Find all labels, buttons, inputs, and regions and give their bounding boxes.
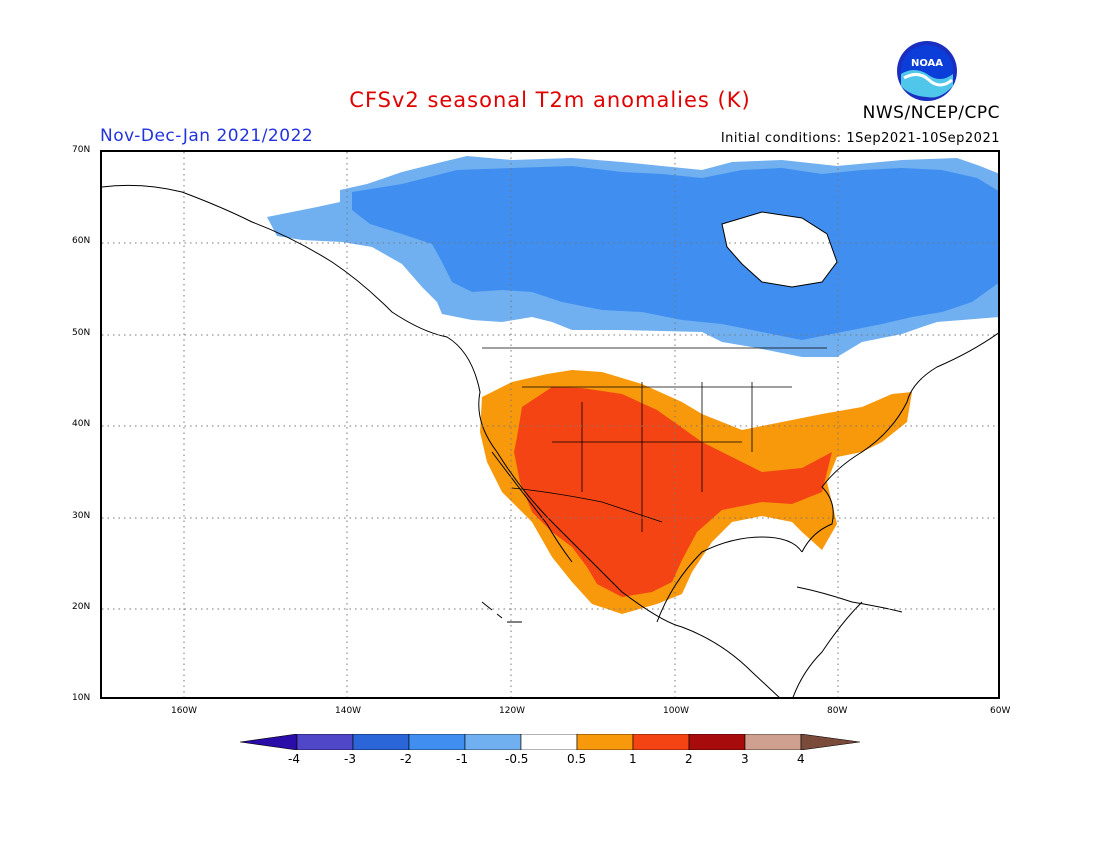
political-borders — [482, 347, 827, 532]
lat-label-20n: 20N — [72, 602, 91, 612]
lat-label-40n: 40N — [72, 419, 91, 429]
logo-bird — [903, 73, 953, 87]
colorbar-cell — [352, 734, 410, 750]
colorbar-label: -0.5 — [505, 752, 529, 766]
colorbar-cell — [688, 734, 746, 750]
lat-label-30n: 30N — [72, 511, 91, 521]
colorbar-cell — [576, 734, 634, 750]
colorbar-label: 3 — [741, 752, 749, 766]
lon-label-60w: 60W — [990, 706, 1011, 716]
forecast-period: Nov-Dec-Jan 2021/2022 — [100, 126, 314, 146]
lon-label-120w: 120W — [499, 706, 526, 716]
anomaly-map — [102, 152, 998, 697]
colorbar-cell — [744, 734, 802, 750]
hudson-bay — [722, 212, 837, 287]
anomaly-region-mid-blue — [352, 166, 998, 340]
lat-label-70n: 70N — [72, 145, 91, 155]
noaa-logo-icon: NOAA — [897, 41, 957, 101]
initial-conditions: Initial conditions: 1Sep2021-10Sep2021 — [720, 131, 1000, 146]
colorbar-label: 1 — [629, 752, 637, 766]
lon-label-160w: 160W — [171, 706, 198, 716]
colorbar-cell — [408, 734, 466, 750]
colorbar-cell — [632, 734, 690, 750]
colorbar — [240, 734, 860, 750]
lon-label-140w: 140W — [335, 706, 362, 716]
colorbar-min-arrow — [240, 734, 298, 750]
lon-label-100w: 100W — [663, 706, 690, 716]
colorbar-label: -1 — [456, 752, 468, 766]
colorbar-cell — [296, 734, 354, 750]
map-panel — [100, 150, 1000, 699]
organization-label: NWS/NCEP/CPC — [862, 103, 1000, 123]
colorbar-label: 2 — [685, 752, 693, 766]
colorbar-cell — [520, 734, 578, 750]
gridlines — [102, 152, 998, 697]
lat-label-50n: 50N — [72, 328, 91, 338]
colorbar-label: 4 — [797, 752, 805, 766]
lat-label-10n: 10N — [72, 693, 91, 703]
colorbar-label: -3 — [344, 752, 356, 766]
lon-label-80w: 80W — [827, 706, 848, 716]
colorbar-cell — [464, 734, 522, 750]
colorbar-max-arrow — [800, 734, 860, 750]
colorbar-label: -4 — [288, 752, 300, 766]
coastlines — [102, 184, 998, 697]
colorbar-label: 0.5 — [567, 752, 587, 766]
logo-text: NOAA — [911, 58, 943, 69]
lat-label-60n: 60N — [72, 236, 91, 246]
logo-wave — [901, 70, 953, 98]
anomaly-region-red-orange — [514, 387, 832, 597]
colorbar-label: -2 — [400, 752, 412, 766]
chart-title: CFSv2 seasonal T2m anomalies (K) — [349, 88, 751, 112]
